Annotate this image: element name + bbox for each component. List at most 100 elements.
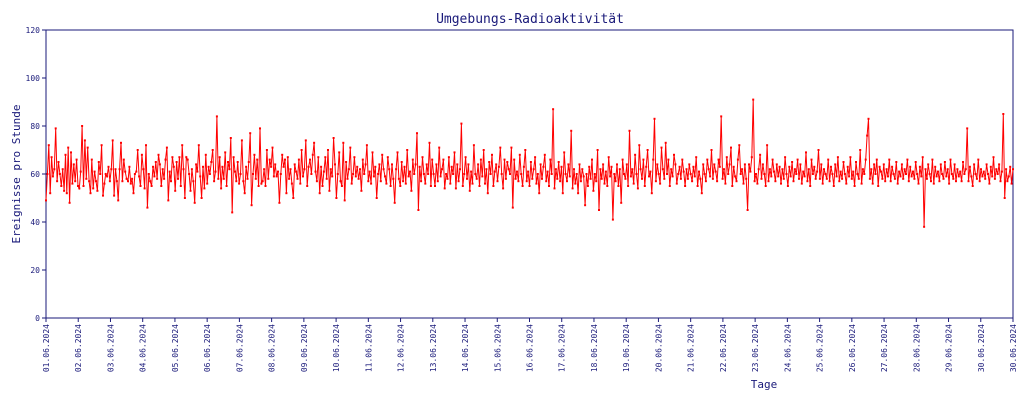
data-point bbox=[827, 158, 830, 161]
data-point bbox=[746, 209, 749, 211]
data-point bbox=[641, 177, 643, 180]
data-point bbox=[310, 173, 313, 175]
data-point bbox=[548, 185, 550, 187]
data-point bbox=[596, 149, 599, 151]
data-point bbox=[502, 187, 505, 190]
data-point bbox=[553, 187, 556, 190]
data-point bbox=[696, 185, 699, 187]
data-point bbox=[133, 173, 136, 175]
data-point bbox=[775, 163, 778, 166]
data-point bbox=[441, 168, 443, 171]
data-point bbox=[978, 180, 981, 183]
data-point bbox=[227, 161, 229, 163]
data-point bbox=[671, 175, 674, 178]
data-point bbox=[666, 173, 668, 175]
data-point bbox=[122, 158, 125, 161]
data-point bbox=[739, 173, 742, 175]
data-point bbox=[102, 194, 104, 197]
data-point bbox=[95, 180, 97, 183]
data-point bbox=[730, 146, 732, 149]
data-point bbox=[290, 182, 293, 185]
data-point bbox=[820, 163, 823, 166]
data-point bbox=[524, 149, 527, 151]
data-point bbox=[654, 180, 657, 183]
data-point bbox=[188, 173, 191, 175]
data-point bbox=[75, 158, 78, 161]
data-point bbox=[507, 168, 510, 171]
data-point bbox=[755, 173, 757, 175]
data-point bbox=[510, 146, 513, 149]
data-point bbox=[397, 177, 400, 180]
data-point bbox=[810, 158, 813, 161]
data-point bbox=[985, 163, 988, 166]
data-point bbox=[482, 149, 485, 151]
data-point bbox=[361, 158, 364, 161]
data-point bbox=[142, 168, 145, 171]
data-point bbox=[235, 180, 238, 183]
data-point bbox=[517, 180, 520, 183]
data-point bbox=[168, 170, 171, 173]
data-point bbox=[436, 180, 439, 183]
data-point bbox=[353, 156, 356, 159]
data-point bbox=[139, 185, 142, 187]
data-point bbox=[432, 173, 435, 175]
data-point bbox=[516, 170, 518, 173]
data-point bbox=[967, 180, 970, 183]
data-point bbox=[222, 177, 225, 180]
data-point bbox=[185, 156, 188, 159]
data-point bbox=[259, 127, 261, 130]
data-point bbox=[731, 185, 734, 187]
data-point bbox=[528, 185, 531, 187]
data-point bbox=[818, 177, 821, 180]
data-point bbox=[956, 168, 959, 171]
data-point bbox=[92, 187, 95, 190]
data-point bbox=[714, 170, 717, 173]
data-point bbox=[99, 173, 102, 175]
data-point bbox=[843, 173, 846, 175]
data-point bbox=[880, 170, 882, 173]
data-point bbox=[955, 180, 957, 183]
data-point bbox=[945, 175, 948, 178]
data-point bbox=[1003, 197, 1006, 199]
data-point bbox=[895, 161, 898, 163]
data-point bbox=[811, 173, 814, 175]
data-point bbox=[352, 173, 355, 175]
data-point bbox=[178, 156, 181, 159]
data-point bbox=[288, 177, 291, 180]
data-point bbox=[221, 165, 224, 168]
data-point bbox=[497, 165, 500, 168]
series-layer bbox=[45, 98, 1014, 228]
data-point bbox=[631, 168, 634, 171]
x-tick-label: 30.06.2024 bbox=[977, 324, 986, 372]
data-point bbox=[692, 165, 695, 168]
data-point bbox=[927, 163, 930, 166]
data-point bbox=[871, 182, 874, 185]
data-point bbox=[314, 170, 317, 173]
data-point bbox=[82, 185, 85, 187]
data-point bbox=[157, 153, 160, 156]
data-point bbox=[735, 180, 738, 183]
data-point bbox=[88, 180, 91, 183]
data-point bbox=[118, 168, 121, 171]
data-point bbox=[874, 173, 877, 175]
data-point bbox=[599, 168, 602, 171]
data-point bbox=[368, 170, 371, 173]
data-point bbox=[347, 168, 350, 171]
data-point bbox=[686, 177, 689, 180]
data-point bbox=[807, 168, 810, 171]
data-point bbox=[104, 173, 107, 175]
data-point bbox=[177, 177, 179, 180]
data-point bbox=[938, 180, 941, 183]
data-point bbox=[170, 180, 172, 183]
data-point bbox=[70, 151, 72, 154]
data-point bbox=[260, 182, 263, 185]
data-point bbox=[445, 173, 448, 175]
data-point bbox=[932, 182, 935, 185]
data-point bbox=[756, 182, 759, 185]
data-point bbox=[136, 149, 139, 151]
data-point bbox=[918, 165, 921, 168]
data-point bbox=[85, 177, 88, 180]
data-point bbox=[988, 182, 991, 185]
data-point bbox=[413, 173, 416, 175]
data-point bbox=[766, 144, 769, 147]
